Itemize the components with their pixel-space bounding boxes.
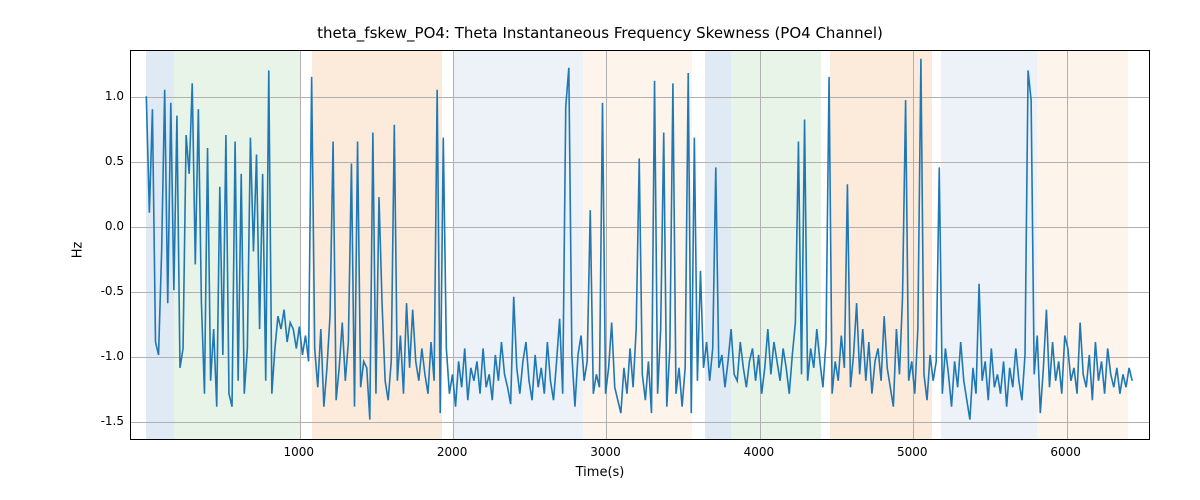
y-tick-label: -1.5 [74, 414, 124, 428]
x-tick-label: 6000 [1036, 445, 1096, 459]
line-chart: theta_fskew_PO4: Theta Instantaneous Fre… [0, 0, 1200, 500]
y-tick-label: 0.5 [74, 154, 124, 168]
y-axis-label: Hz [71, 242, 86, 259]
x-tick-label: 2000 [422, 445, 482, 459]
y-tick-label: -1.0 [74, 349, 124, 363]
y-tick-label: 1.0 [74, 89, 124, 103]
x-axis-label: Time(s) [0, 465, 1200, 480]
data-line [131, 51, 1149, 439]
x-tick-label: 1000 [269, 445, 329, 459]
plot-area [130, 50, 1150, 440]
x-tick-label: 5000 [882, 445, 942, 459]
x-tick-label: 3000 [575, 445, 635, 459]
y-tick-label: -0.5 [74, 284, 124, 298]
x-tick-label: 4000 [729, 445, 789, 459]
y-tick-label: 0.0 [74, 219, 124, 233]
chart-title: theta_fskew_PO4: Theta Instantaneous Fre… [0, 24, 1200, 42]
